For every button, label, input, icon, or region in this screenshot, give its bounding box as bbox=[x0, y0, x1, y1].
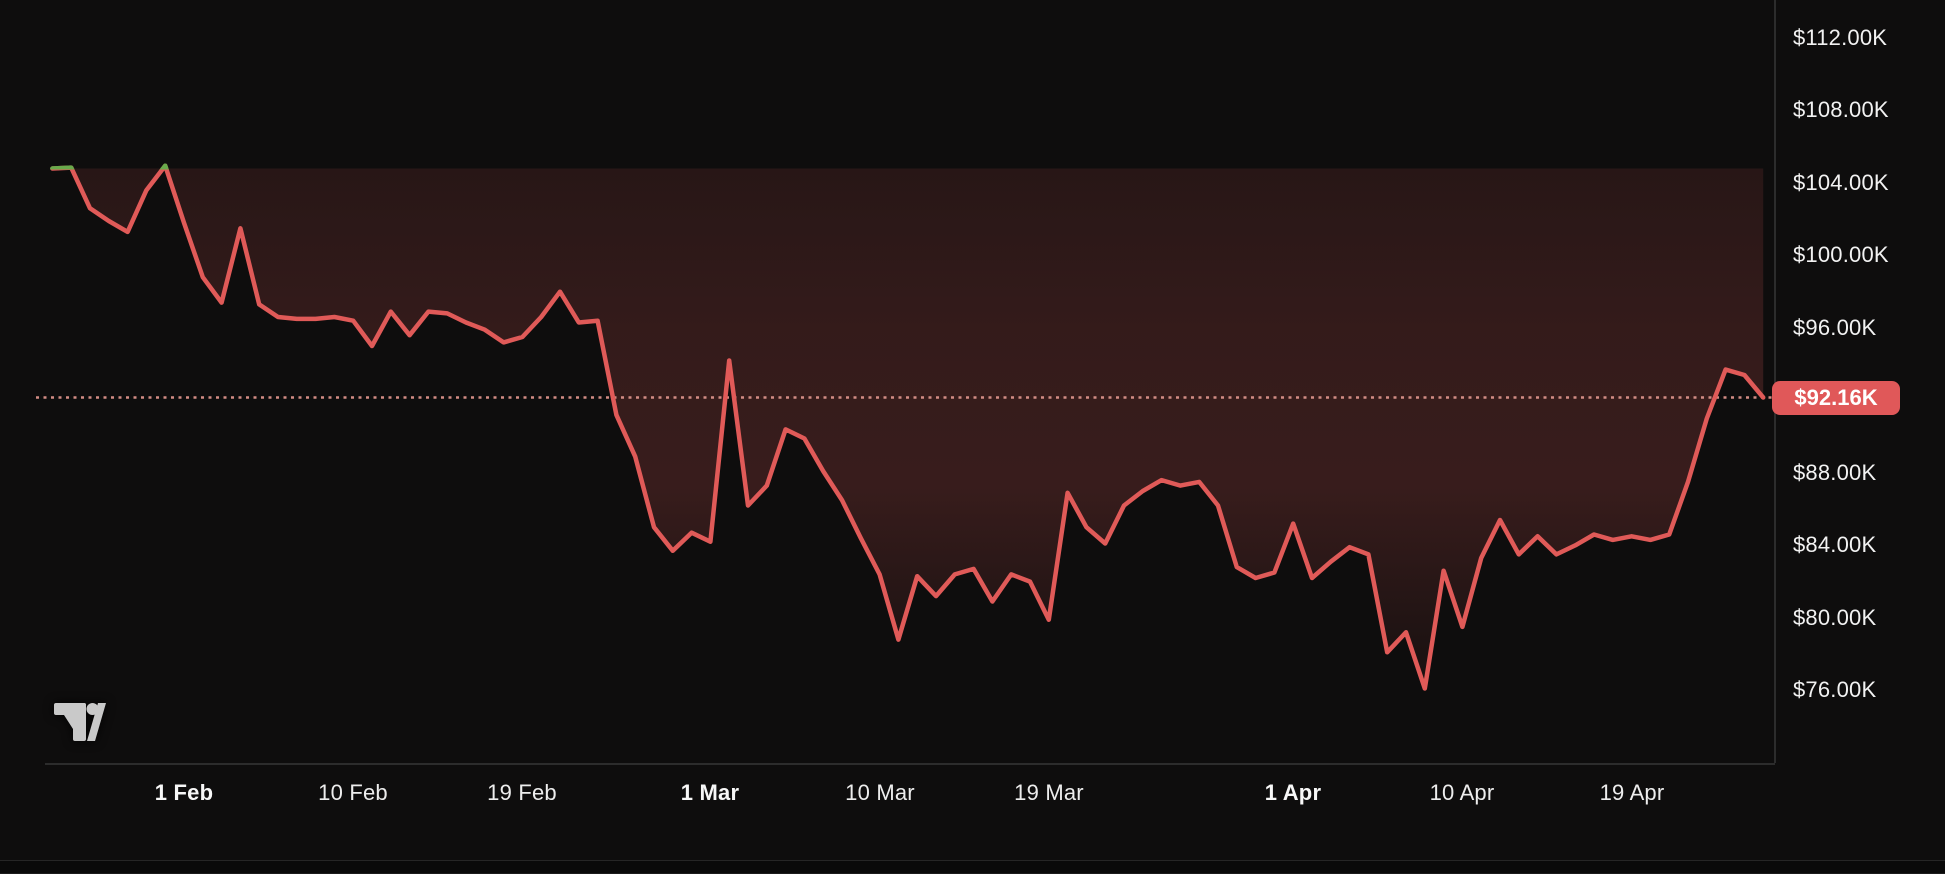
price-scale-label: $112.00K bbox=[1793, 25, 1888, 50]
time-scale-label: 19 Mar bbox=[1014, 780, 1084, 805]
price-scale-label: $104.00K bbox=[1793, 170, 1889, 195]
time-scale-label: 1 Apr bbox=[1264, 780, 1322, 805]
current-price-badge: $92.16K bbox=[1772, 381, 1900, 415]
tradingview-logo-icon bbox=[54, 703, 106, 741]
price-scale-label: $84.00K bbox=[1793, 532, 1877, 557]
time-scale-label: 1 Mar bbox=[680, 780, 740, 805]
time-scale-separator bbox=[45, 763, 1775, 765]
price-scale-label: $80.00K bbox=[1793, 605, 1877, 630]
panel-bottom-strip bbox=[0, 861, 1945, 874]
time-scale-label: 10 Feb bbox=[318, 780, 388, 805]
time-scale-label: 19 Feb bbox=[487, 780, 557, 805]
panel-bottom-divider bbox=[0, 860, 1945, 861]
tradingview-attribution-link[interactable] bbox=[54, 702, 106, 744]
time-scale-label: 1 Feb bbox=[154, 780, 214, 805]
price-scale-label: $96.00K bbox=[1793, 315, 1877, 340]
time-scale-label: 19 Apr bbox=[1599, 780, 1665, 805]
price-scale-label: $108.00K bbox=[1793, 97, 1889, 122]
price-scale-label: $88.00K bbox=[1793, 460, 1877, 485]
time-scale-label: 10 Mar bbox=[845, 780, 915, 805]
price-scale-label: $100.00K bbox=[1793, 242, 1889, 267]
time-scale-label: 10 Apr bbox=[1429, 780, 1495, 805]
current-price-label: $92.16K bbox=[1794, 385, 1878, 410]
price-line bbox=[50, 163, 1766, 691]
price-scale-label: $76.00K bbox=[1793, 677, 1877, 702]
